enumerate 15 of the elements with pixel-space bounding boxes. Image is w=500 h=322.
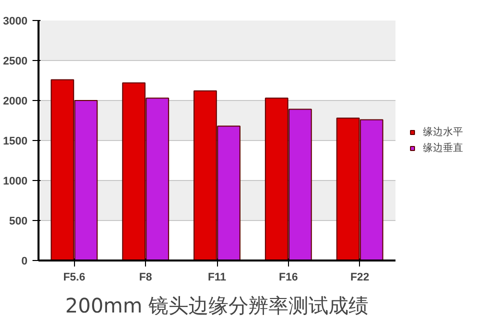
legend-label: 缘边垂直: [423, 142, 463, 155]
x-tick-label: F8: [139, 272, 152, 284]
x-tick-label: F11: [208, 272, 226, 284]
text: 200mm 镜头边缘分辨率测试成绩: [65, 294, 369, 318]
legend-label: 缘边水平: [423, 126, 463, 139]
x-tick-label: F5.6: [63, 272, 86, 284]
y-tick-label: 2500: [3, 56, 28, 68]
y-tick-label: 3000: [3, 16, 28, 28]
x-tick-label: F22: [350, 272, 370, 284]
y-tick-label: 500: [9, 216, 28, 228]
x-tick-label: F16: [278, 272, 298, 284]
y-tick-label: 0: [21, 256, 28, 268]
y-tick-label: 1000: [3, 176, 28, 188]
y-tick-label: 1500: [3, 136, 28, 148]
y-tick-label: 2000: [3, 96, 28, 108]
